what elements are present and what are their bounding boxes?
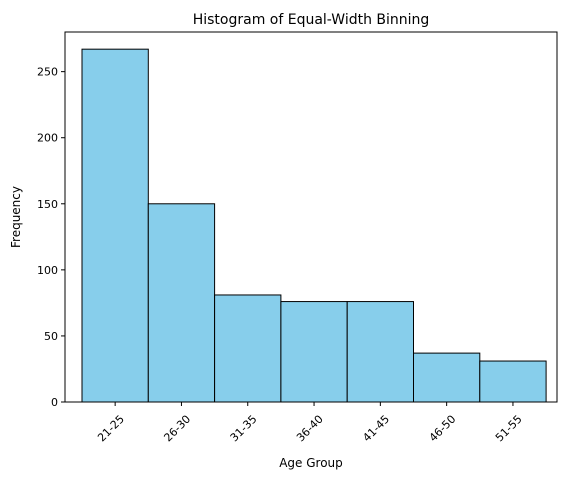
x-tick-label-31-35: 31-35 [228, 413, 260, 445]
y-axis-label: Frequency [9, 186, 23, 248]
x-tick-label-41-45: 41-45 [360, 413, 392, 445]
x-tick-label-21-25: 21-25 [95, 413, 127, 445]
x-tick-label-46-50: 46-50 [427, 413, 459, 445]
bar-26-30 [147, 203, 216, 403]
y-tick-label: 100 [37, 264, 58, 277]
y-tick-label: 200 [37, 132, 58, 145]
bar-51-55 [479, 360, 547, 403]
bar-46-50 [413, 352, 481, 403]
bars-group [81, 48, 547, 403]
bar-21-25 [81, 48, 149, 403]
y-tick-label: 150 [37, 198, 58, 211]
y-tick-label: 250 [37, 66, 58, 79]
bar-41-45 [346, 301, 415, 403]
y-tick-label: 0 [51, 396, 58, 409]
bar-36-40 [280, 301, 348, 403]
y-axis: 0 50 100 150 200 250 [37, 66, 65, 409]
x-tick-label-26-30: 26-30 [161, 413, 193, 445]
x-axis: 21-25 26-30 31-35 36-40 41-45 46-50 51-55 [95, 402, 525, 444]
plot-frame [64, 31, 558, 403]
x-tick-label-51-55: 51-55 [493, 413, 525, 445]
x-axis-label: Age Group [279, 456, 343, 470]
x-tick-label-36-40: 36-40 [294, 413, 326, 445]
chart-title: Histogram of Equal-Width Binning [193, 12, 430, 28]
bar-31-35 [214, 294, 282, 403]
y-tick-label: 50 [44, 330, 58, 343]
